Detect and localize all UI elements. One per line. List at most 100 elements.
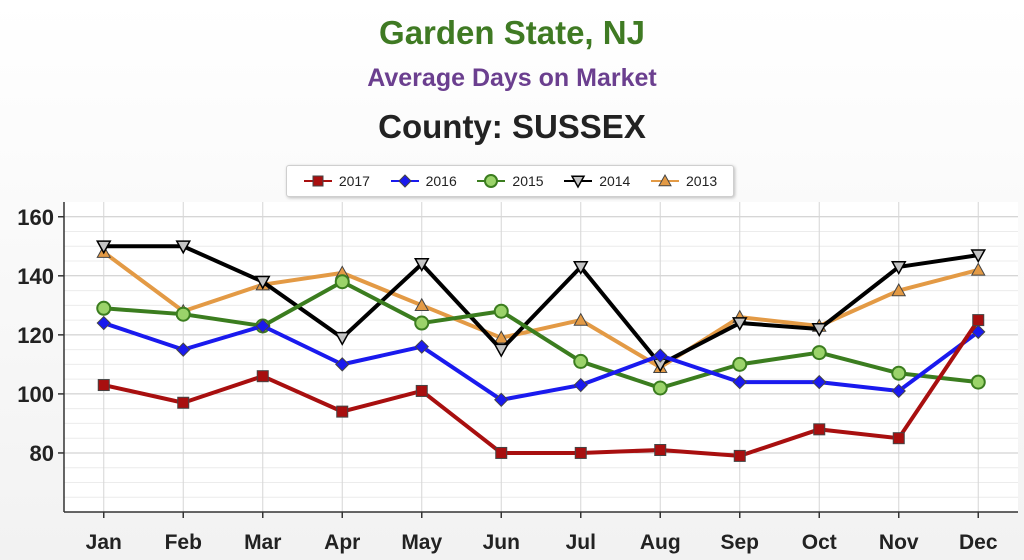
data-point-2015	[493, 303, 509, 319]
data-point-2017	[892, 432, 905, 445]
chart-subtitle: Average Days on Market	[367, 64, 657, 92]
data-point-2013	[414, 297, 430, 312]
x-tick-label: May	[401, 531, 442, 554]
data-point-2014	[572, 261, 589, 275]
data-point-2014	[95, 240, 112, 255]
legend-marker	[397, 174, 412, 188]
legend-marker	[658, 173, 672, 187]
x-tick-label: Oct	[802, 531, 837, 554]
plot-area	[64, 202, 1018, 512]
data-point-2017	[336, 405, 349, 418]
legend-marker	[570, 175, 586, 189]
legend-item-2014[interactable]: 2014	[563, 173, 630, 189]
x-tick-label: Nov	[879, 531, 919, 554]
data-point-2014	[890, 261, 907, 275]
data-point-2017	[97, 379, 110, 392]
y-tick-labels: 80 100 120 140 160	[17, 205, 64, 466]
legend-item-2015[interactable]: 2015	[476, 173, 544, 189]
data-point-2017	[495, 446, 508, 459]
data-point-2014	[731, 317, 748, 332]
series-2016	[96, 315, 986, 408]
county-label: County: SUSSEX	[378, 108, 646, 145]
data-point-2017	[813, 423, 826, 436]
data-point-2015	[414, 315, 430, 331]
legend-swatch	[564, 175, 593, 189]
data-point-2015	[891, 365, 907, 381]
x-tick-label: Mar	[244, 531, 281, 554]
data-point-2016	[812, 374, 827, 390]
data-point-2015	[811, 345, 827, 361]
x-tick-label: Jun	[483, 531, 520, 554]
data-point-2016	[335, 357, 350, 372]
data-point-2015	[334, 274, 350, 290]
series-line-2014	[101, 244, 981, 367]
data-point-2015	[652, 380, 668, 396]
data-point-2017	[256, 370, 269, 383]
legend-label: 2017	[338, 173, 370, 189]
data-point-2016	[414, 339, 429, 354]
series-2014	[95, 240, 987, 373]
data-point-2016	[494, 392, 509, 408]
legend-swatch	[477, 174, 506, 188]
legend-swatch	[390, 174, 419, 188]
legend-label: 2013	[686, 173, 718, 189]
x-tick-label: Dec	[959, 531, 998, 554]
data-point-2015	[732, 356, 748, 372]
data-point-2017	[733, 449, 746, 462]
data-point-2014	[413, 258, 430, 273]
legend-label: 2014	[599, 173, 631, 189]
data-point-2016	[255, 318, 270, 334]
legend-item-2017[interactable]: 2017	[303, 173, 370, 189]
data-point-2015	[96, 300, 112, 316]
series-2017	[97, 314, 985, 462]
y-tick-label: 140	[17, 264, 54, 289]
data-point-2015	[573, 353, 589, 369]
data-point-2013	[493, 330, 509, 344]
data-point-2016	[573, 377, 588, 393]
data-point-2014	[493, 343, 510, 358]
chart-title: Garden State, NJ	[379, 14, 645, 51]
data-point-2016	[96, 315, 111, 331]
data-point-2017	[574, 446, 587, 459]
data-point-2014	[334, 331, 351, 346]
legend-item-2013[interactable]: 2013	[650, 173, 717, 189]
y-tick-label: 160	[17, 205, 54, 230]
y-tick-label: 80	[30, 441, 54, 466]
y-tick-label: 120	[17, 323, 54, 348]
x-tick-labels: Jan Feb Mar Apr May Jun Jul Aug Sep Oct Nov Dec	[86, 512, 998, 554]
data-point-2017	[654, 444, 667, 456]
series-line-2016	[101, 321, 981, 402]
legend-label: 2016	[425, 173, 457, 189]
legend-swatch	[651, 173, 679, 187]
series-line-2017	[101, 318, 981, 458]
legend-marker	[484, 174, 499, 188]
data-point-2017	[415, 384, 428, 397]
legend-label: 2015	[512, 173, 544, 189]
data-point-2015	[175, 306, 191, 322]
x-tick-label: Aug	[640, 531, 681, 554]
legend-swatch	[303, 175, 332, 187]
data-point-2014	[970, 249, 987, 264]
x-tick-label: Jan	[86, 531, 122, 554]
series-line-2015	[101, 279, 981, 390]
data-point-2013	[970, 262, 986, 276]
x-tick-label: Jul	[566, 531, 596, 554]
y-tick-label: 100	[17, 382, 54, 407]
data-point-2016	[653, 348, 668, 363]
data-point-2014	[811, 323, 828, 337]
data-point-2015	[970, 374, 986, 390]
legend-item-2016[interactable]: 2016	[390, 173, 457, 189]
data-point-2016	[891, 383, 906, 399]
data-point-2016	[176, 342, 191, 357]
x-tick-label: Sep	[720, 531, 759, 554]
data-point-2017	[972, 314, 985, 327]
data-point-2014	[175, 240, 192, 255]
chart-legend: 2017 2016 2015 2014 2013	[286, 165, 734, 197]
x-tick-label: Apr	[324, 531, 360, 554]
x-tick-label: Feb	[165, 531, 202, 554]
data-point-2013	[891, 283, 907, 297]
data-point-2016	[732, 374, 747, 390]
data-point-2017	[177, 396, 190, 409]
legend-marker	[312, 175, 324, 187]
